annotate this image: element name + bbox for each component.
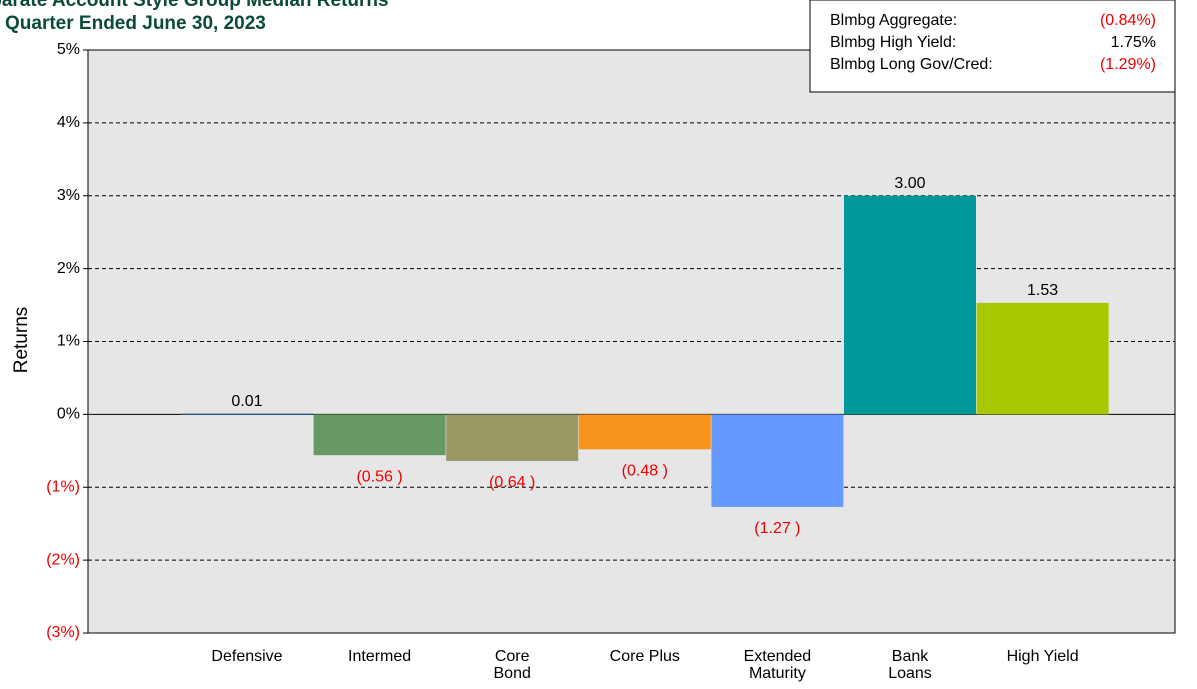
legend-box — [809, 0, 1176, 93]
y-axis-label: Returns — [11, 307, 32, 374]
x-tick-label: Core Bond — [493, 648, 531, 682]
bar — [578, 414, 711, 450]
x-tick-label: Extended Maturity — [743, 648, 812, 682]
value-label: (0.48 ) — [622, 463, 668, 480]
y-tick-label: (3%) — [46, 624, 80, 641]
y-tick-label: 0% — [57, 406, 80, 423]
x-tick-label: Intermed — [348, 648, 412, 665]
legend-value: (0.84%) — [1100, 12, 1156, 29]
y-tick-label: (2%) — [46, 551, 80, 568]
bar — [181, 413, 313, 415]
bar — [844, 195, 976, 415]
bar — [711, 414, 844, 507]
value-label: 0.01 — [231, 393, 262, 410]
x-tick-label: Defensive — [211, 648, 283, 665]
legend-name: Blmbg Aggregate: — [830, 12, 957, 29]
y-tick-label: 3% — [57, 187, 80, 204]
y-tick-label: 4% — [57, 114, 80, 131]
x-tick-label: Bank Loans — [888, 648, 932, 682]
chart-title: Separate Account Style Group Median Retu… — [0, 0, 389, 11]
y-tick-label: 1% — [57, 333, 80, 350]
legend-value: 1.75% — [1111, 34, 1156, 51]
bar — [976, 302, 1109, 415]
y-tick-label: 5% — [57, 41, 80, 58]
legend-name: Blmbg High Yield: — [830, 34, 956, 51]
bar — [313, 414, 446, 456]
value-label: (1.27 ) — [754, 520, 800, 537]
value-label: (0.64 ) — [489, 474, 535, 491]
x-tick-label: High Yield — [1006, 648, 1079, 665]
y-tick-label: 2% — [57, 260, 80, 277]
bar — [446, 414, 579, 462]
y-tick-label: (1%) — [46, 478, 80, 495]
chart-subtitle: Quarter Ended June 30, 2023 — [5, 13, 266, 34]
legend-name: Blmbg Long Gov/Cred: — [830, 56, 993, 73]
value-label: 1.53 — [1027, 282, 1058, 299]
x-tick-label: Core Plus — [609, 648, 680, 665]
legend-value: (1.29%) — [1100, 56, 1156, 73]
value-label: (0.56 ) — [356, 468, 402, 485]
value-label: 3.00 — [894, 175, 925, 192]
